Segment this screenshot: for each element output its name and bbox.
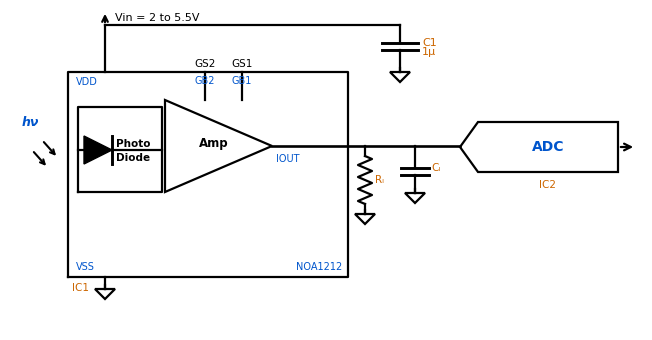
Text: C1: C1	[422, 38, 437, 48]
Text: GB2: GB2	[195, 76, 215, 86]
Text: hν: hν	[22, 116, 39, 129]
Text: VSS: VSS	[76, 262, 95, 272]
Text: IC2: IC2	[539, 180, 557, 190]
Text: NOA1212: NOA1212	[296, 262, 342, 272]
Text: Vin = 2 to 5.5V: Vin = 2 to 5.5V	[115, 13, 200, 23]
Text: ADC: ADC	[532, 140, 564, 154]
Text: IOUT: IOUT	[276, 154, 299, 164]
Text: GB1: GB1	[232, 76, 252, 86]
Text: GS2: GS2	[194, 59, 216, 69]
Text: IC1: IC1	[72, 283, 89, 293]
Text: Amp: Amp	[199, 136, 228, 150]
Text: Rₗ: Rₗ	[375, 175, 384, 185]
Text: GS1: GS1	[231, 59, 253, 69]
Polygon shape	[84, 136, 112, 164]
Text: 1μ: 1μ	[422, 47, 436, 57]
Text: Diode: Diode	[116, 153, 150, 163]
Text: VDD: VDD	[76, 77, 98, 87]
Text: Photo: Photo	[116, 139, 150, 149]
Text: Cₗ: Cₗ	[431, 163, 440, 173]
